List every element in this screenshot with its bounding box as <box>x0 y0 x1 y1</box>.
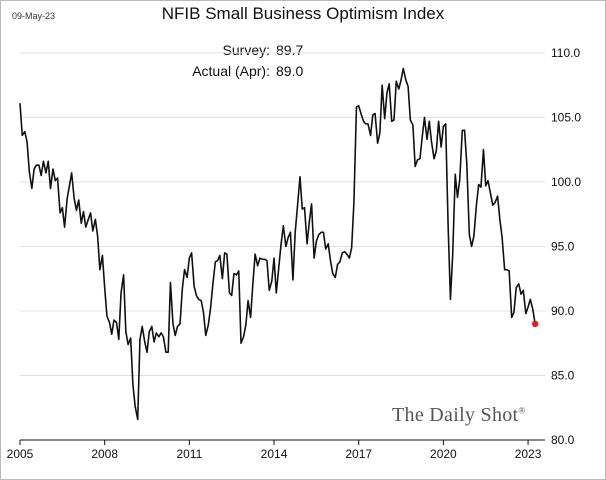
y-tick-label: 85.0 <box>551 368 575 382</box>
y-tick-label: 100.0 <box>551 175 581 189</box>
annotation-actual: Actual (Apr): 89.0 <box>150 63 303 79</box>
series-layer <box>19 67 539 421</box>
y-tick-label: 110.0 <box>551 46 580 60</box>
x-tick-label: 2011 <box>176 447 202 461</box>
annotation-survey-label: Survey: <box>222 42 270 58</box>
annotation-survey-value: 89.7 <box>276 42 304 58</box>
watermark-text: The Daily Shot <box>392 404 519 426</box>
date-stamp: 09-May-23 <box>12 11 56 21</box>
x-tick-label: 2014 <box>261 447 288 461</box>
annotation-survey: Survey: 89.7 <box>150 42 304 58</box>
watermark-logo: The Daily Shot® <box>392 404 526 427</box>
y-tick-label: 105.0 <box>551 110 581 124</box>
x-tick-label: 2020 <box>430 447 457 461</box>
registered-mark: ® <box>518 405 526 416</box>
annotation-actual-label: Actual (Apr): <box>192 63 270 79</box>
x-tick-label: 2017 <box>345 447 372 461</box>
x-tick-label: 2005 <box>7 447 34 461</box>
chart-title: NFIB Small Business Optimism Index <box>161 4 445 23</box>
x-tick-label: 2008 <box>91 447 118 461</box>
x-tick-label: 2023 <box>515 447 542 461</box>
axes: 80.0 85.0 90.0 95.0 100.0 105.0 110.0 2005 2008 2… <box>7 46 582 461</box>
latest-data-point <box>531 320 539 328</box>
y-tick-label: 80.0 <box>551 433 575 447</box>
y-tick-label: 95.0 <box>551 239 575 253</box>
y-tick-label: 90.0 <box>551 304 575 318</box>
annotation-actual-value: 89.0 <box>276 63 304 79</box>
series-line <box>19 67 536 421</box>
